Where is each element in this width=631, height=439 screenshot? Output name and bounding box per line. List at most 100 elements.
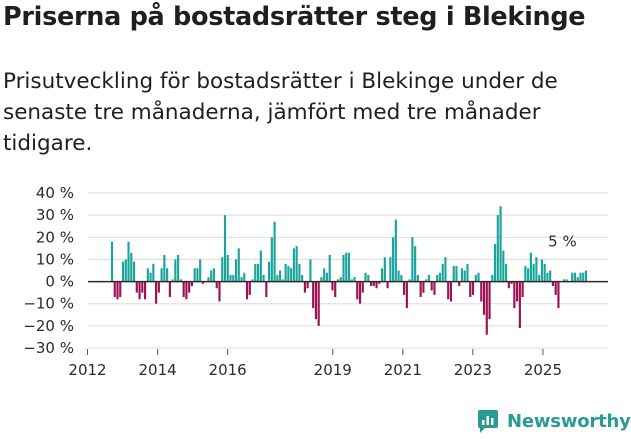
newsworthy-logo: Newsworthy: [475, 408, 631, 434]
bar: [149, 272, 152, 282]
bar: [130, 252, 133, 282]
bar: [389, 257, 392, 282]
bar: [474, 274, 477, 282]
x-tick-label: 2016: [209, 361, 247, 379]
bar: [353, 277, 356, 282]
bar: [190, 281, 193, 286]
bar: [174, 259, 177, 282]
bar: [582, 272, 585, 282]
bar: [416, 274, 419, 282]
bar: [403, 281, 406, 295]
bar: [408, 279, 411, 282]
bar: [455, 266, 458, 282]
x-tick-label: 2014: [138, 361, 176, 379]
bar: [422, 281, 425, 293]
bar: [177, 255, 180, 282]
bar: [210, 270, 213, 282]
bar: [378, 281, 381, 284]
bar: [524, 266, 527, 282]
x-tick-label: 2023: [454, 361, 492, 379]
bar: [201, 281, 205, 284]
bar: [529, 252, 532, 282]
bar: [270, 237, 273, 282]
bar: [188, 281, 191, 293]
bar: [400, 274, 403, 282]
chart-subtitle: Prisutveckling för bostadsrätter i Bleki…: [3, 69, 558, 156]
bar: [143, 281, 147, 300]
bar: [540, 259, 543, 282]
bar: [166, 268, 169, 282]
bar: [345, 252, 348, 282]
y-tick-label: 40 %: [36, 184, 74, 202]
bar: [234, 259, 238, 282]
bar: [477, 272, 480, 282]
bar: [306, 281, 309, 289]
bar: [447, 281, 450, 300]
bar: [554, 281, 557, 295]
bar: [513, 281, 516, 309]
bar: [179, 279, 182, 282]
bar: [502, 250, 505, 282]
bar: [521, 281, 524, 298]
bar: [543, 263, 546, 282]
bar: [485, 281, 488, 335]
bar: [562, 279, 566, 282]
bar: [248, 281, 251, 295]
bar: [535, 257, 538, 282]
bar: [460, 268, 464, 282]
x-tick-label: 2019: [314, 361, 352, 379]
bar: [193, 268, 196, 282]
y-tick-label: −10 %: [23, 295, 74, 313]
bar: [565, 279, 568, 282]
bar: [295, 246, 298, 282]
bar: [411, 237, 414, 282]
bar: [281, 279, 284, 282]
bar: [480, 281, 483, 302]
bar: [135, 281, 138, 293]
bar: [449, 281, 453, 302]
bar: [325, 272, 329, 282]
bar: [207, 277, 210, 282]
bar: [254, 263, 257, 282]
bar: [452, 266, 455, 282]
bar: [196, 268, 199, 282]
bar: [499, 206, 502, 282]
bar: [265, 281, 268, 298]
newsworthy-logo-text: Newsworthy: [507, 410, 631, 432]
bar: [287, 266, 290, 282]
bar: [171, 279, 174, 282]
bar: [386, 281, 389, 289]
bar: [546, 272, 549, 282]
bar: [334, 281, 337, 298]
bar: [361, 281, 364, 293]
x-axis: 2012 2014 2016 2019 2021 2023 2025: [68, 349, 562, 379]
bar: [342, 255, 345, 282]
bar: [284, 263, 287, 282]
bar: [571, 272, 574, 282]
y-tick-label: −20 %: [23, 317, 74, 335]
bar: [358, 281, 362, 304]
bar: [419, 281, 422, 298]
bar: [331, 281, 334, 291]
bar: [116, 281, 119, 300]
bar: [438, 272, 442, 282]
bar: [466, 263, 469, 282]
bar: [262, 274, 265, 282]
bar: [141, 281, 144, 293]
bar: [397, 270, 400, 282]
bar: [394, 219, 397, 282]
y-tick-label: 0 %: [45, 273, 74, 291]
bar: [538, 274, 541, 282]
bar: [414, 246, 417, 282]
bar: [279, 270, 282, 282]
bar: [576, 277, 579, 282]
bar: [381, 268, 384, 282]
bar: [488, 281, 491, 320]
bar: [425, 279, 428, 282]
bar: [469, 281, 472, 298]
bar: [168, 281, 171, 298]
bar: [268, 261, 271, 282]
bar: [347, 252, 351, 282]
bar: [152, 263, 155, 282]
